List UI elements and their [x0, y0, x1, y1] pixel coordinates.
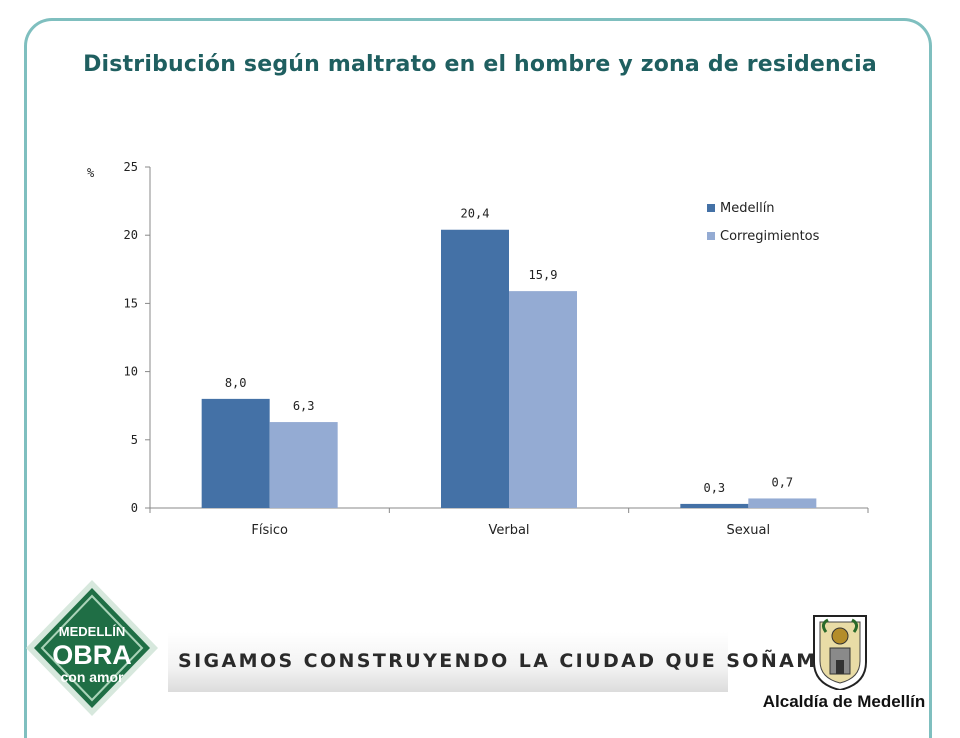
category-label: Físico	[251, 523, 288, 538]
bar-medelln	[201, 398, 270, 508]
alcaldia-coat-of-arms	[813, 615, 867, 690]
x-axis-ticks	[149, 508, 869, 513]
bar-chart: % 0 5 10 15 20 25 8,0 6,3 20,4 15,9 0,3 0,7 Físico…	[87, 160, 869, 538]
bar-corregimientos	[509, 291, 577, 508]
bar-medelln	[441, 229, 509, 508]
category-labels: Físico Verbal Sexual	[251, 523, 770, 538]
y-tick-label: 15	[124, 296, 138, 310]
y-tick-label: 10	[124, 365, 138, 379]
y-axis-label: %	[87, 166, 95, 180]
bar-medelln	[680, 503, 749, 508]
category-label: Verbal	[488, 523, 529, 538]
chart-title: Distribución según maltrato en el hombre…	[83, 52, 877, 77]
legend-label-medellin: Medellín	[720, 201, 775, 216]
data-labels: 8,0 6,3 20,4 15,9 0,3 0,7	[225, 207, 793, 495]
legend-swatch-corregimientos	[707, 232, 715, 240]
data-label: 0,3	[703, 481, 725, 495]
svg-text:MEDELLÍN: MEDELLÍN	[59, 624, 125, 639]
y-tick-label: 20	[124, 228, 138, 242]
data-label: 0,7	[771, 475, 793, 489]
data-label: 8,0	[225, 376, 247, 390]
bars	[201, 229, 817, 508]
alcaldia-name: Alcaldía de Medellín	[762, 692, 926, 711]
data-label: 20,4	[461, 207, 490, 221]
slide-frame	[24, 18, 932, 738]
svg-text:OBRA: OBRA	[52, 640, 132, 670]
legend-label-corregimientos: Corregimientos	[720, 229, 820, 244]
y-axis-ticks: 0 5 10 15 20 25	[124, 160, 150, 515]
legend-swatch-medellin	[707, 204, 715, 212]
medellin-obra-logo: MEDELLÍN OBRA con amor	[26, 580, 158, 716]
bar-corregimientos	[269, 422, 338, 508]
legend: Medellín Corregimientos	[707, 201, 820, 244]
bar-corregimientos	[748, 498, 817, 508]
data-label: 6,3	[293, 399, 315, 413]
footer-tagline: SIGAMOS CONSTRUYENDO LA CIUDAD QUE SOÑAM…	[178, 650, 853, 672]
y-tick-label: 5	[131, 433, 138, 447]
y-tick-label: 25	[124, 160, 138, 174]
data-label: 15,9	[529, 268, 558, 282]
y-tick-label: 0	[131, 501, 138, 515]
tagline-bar	[168, 632, 728, 692]
category-label: Sexual	[727, 523, 771, 538]
svg-text:con amor: con amor	[60, 669, 124, 685]
